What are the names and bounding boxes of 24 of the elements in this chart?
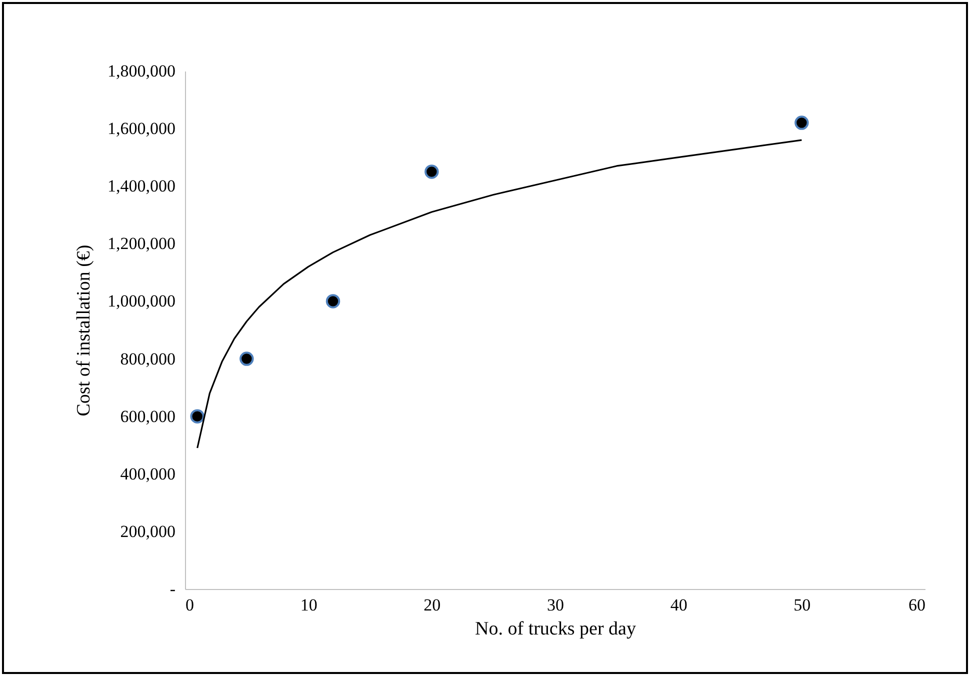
y-tick-label: 1,000,000 (108, 292, 176, 311)
y-tick-label: 400,000 (120, 464, 176, 484)
y-tick-label: 800,000 (120, 349, 176, 368)
point (424, 164, 439, 179)
x-tick-label: 50 (794, 596, 811, 614)
y-tick-label: 1,600,000 (108, 119, 176, 138)
x-tick-label: 10 (300, 596, 318, 614)
y-tick-label: 600,000 (120, 406, 176, 426)
x-tick-label: 40 (670, 596, 688, 614)
point (240, 352, 254, 366)
x-axis-title: No. of trucks per day (475, 618, 636, 640)
y-tick-label: 200,000 (120, 522, 176, 541)
y-tick-label: - (170, 580, 176, 598)
y-tick-label: 1,800,000 (108, 62, 176, 80)
y-axis-title: Cost of installation (€) (74, 244, 94, 416)
point (190, 409, 204, 424)
y-tick-label: 1,200,000 (108, 234, 176, 254)
x-tick-label: 20 (424, 596, 441, 614)
x-tick-label: 60 (908, 596, 926, 614)
y-tick-label: 1,400,000 (108, 176, 176, 196)
x-tick-label: 30 (547, 596, 564, 614)
point (326, 294, 340, 308)
x-tick-label: 0 (186, 596, 194, 614)
point (794, 116, 809, 130)
